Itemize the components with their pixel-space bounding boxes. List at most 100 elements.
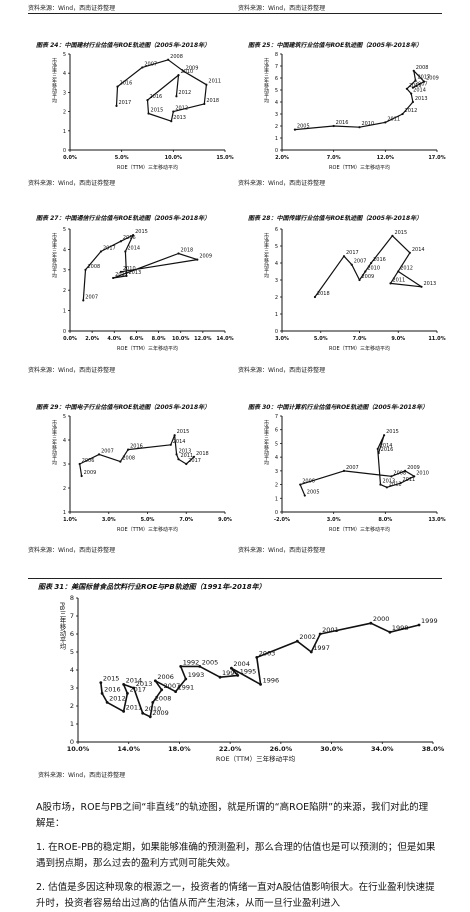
x-tick-label: 7.0%: [327, 155, 341, 161]
data-point: [420, 285, 423, 288]
data-point: [119, 240, 123, 243]
point-label: 2013: [382, 479, 395, 485]
x-tick-label: 8.0%: [378, 517, 392, 523]
data-point: [78, 462, 81, 466]
point-label: 2007: [85, 294, 98, 300]
point-label: 2008: [122, 456, 135, 462]
x-tick-label: 0.0%: [63, 155, 77, 161]
point-label: 2006: [157, 673, 174, 681]
data-point: [100, 692, 104, 695]
x-tick-label: 22.0%: [219, 745, 242, 753]
data-point: [236, 674, 240, 677]
data-point: [169, 443, 172, 446]
data-point: [122, 710, 126, 713]
point-label: 2015: [386, 429, 399, 435]
y-axis-label: 市净率三年移动平均: [51, 419, 57, 466]
point-label: 2011: [181, 453, 194, 459]
point-label: 2014: [413, 88, 426, 94]
point-label: 2018: [181, 247, 194, 253]
point-label: 2015: [103, 675, 120, 683]
data-point: [379, 483, 382, 486]
point-label: 2018: [196, 451, 209, 457]
chart-title: 图表 25：中国建筑行业估值与ROE轨迹图（2005年-2018年）: [248, 42, 423, 49]
y-tick-label: 4: [275, 455, 278, 461]
data-point: [167, 58, 170, 61]
data-point: [388, 630, 392, 634]
data-point: [192, 455, 196, 458]
data-point: [141, 66, 144, 69]
point-label: 2004: [233, 660, 250, 668]
point-label: 2012: [109, 694, 126, 702]
x-tick-label: 1.0%: [63, 517, 77, 523]
y-tick-label: 6: [70, 630, 74, 638]
data-point: [105, 701, 109, 704]
data-point: [160, 688, 164, 692]
point-label: 2008: [416, 65, 429, 71]
chart-title: 图表 28：中国传媒行业估值与ROE轨迹图（2005年-2018年）: [248, 215, 423, 222]
y-tick-label: 3: [63, 90, 66, 96]
point-label: 2013: [128, 270, 141, 276]
x-axis-label: ROE（TTM）三年移动平均: [329, 526, 390, 533]
data-point: [230, 666, 233, 670]
x-tick-label: 11.0%: [428, 336, 445, 342]
data-point: [177, 252, 180, 255]
data-point: [411, 86, 414, 89]
data-point: [147, 112, 150, 115]
data-point: [303, 494, 306, 497]
data-point: [84, 268, 87, 271]
x-tick-label: 8.0%: [152, 336, 166, 342]
x-axis-label: ROE（TTM）三年移动平均: [117, 526, 178, 533]
point-label: 2009: [186, 65, 199, 71]
y-axis-label: PB三年移动平均: [58, 602, 66, 651]
y-axis-label: 市净率三年移动平均: [263, 419, 269, 466]
data-point: [342, 255, 346, 258]
x-axis-label: ROE（TTM）三年移动平均: [329, 164, 390, 171]
data-point: [177, 458, 180, 461]
y-tick-label: 3: [63, 462, 66, 468]
point-label: 2013: [415, 96, 428, 102]
point-label: 2013: [173, 115, 186, 121]
y-tick-label: 4: [63, 438, 66, 444]
data-point: [122, 683, 126, 686]
point-label: 2007: [346, 465, 359, 471]
point-label: 2017: [129, 685, 146, 693]
data-point: [369, 621, 373, 625]
data-point: [405, 87, 408, 90]
point-label: 2015: [135, 229, 148, 235]
point-label: 1998: [392, 624, 409, 632]
data-point: [173, 434, 176, 437]
point-label: 2014: [173, 439, 186, 445]
x-tick-label: 10.0%: [67, 745, 90, 753]
point-label: 1993: [188, 671, 205, 679]
data-point: [255, 656, 259, 659]
x-tick-label: 0.0%: [63, 336, 77, 342]
data-point: [390, 475, 393, 478]
data-point: [413, 475, 416, 478]
x-tick-label: 2.0%: [85, 336, 99, 342]
x-tick-label: 10.0%: [172, 336, 189, 342]
point-label: 2008: [393, 470, 406, 476]
data-point: [115, 104, 118, 107]
point-label: 2006: [82, 458, 95, 464]
x-tick-label: 12.0%: [194, 336, 211, 342]
data-point: [148, 715, 152, 719]
data-point: [218, 675, 222, 679]
point-label: 2008: [88, 264, 101, 270]
y-tick-label: 0: [70, 738, 74, 746]
trajectory-line: [82, 234, 198, 301]
top-source-right: 资料来源：Wind，西南证券整理: [238, 5, 326, 12]
y-tick-label: 1: [275, 312, 278, 318]
chart-svg: 1 2 3 4 5 1.0% 3.0% 5.0% 7.0% 9.0% ROE（TTM）三年移动平均 市…: [51, 414, 232, 533]
data-point: [170, 120, 173, 123]
point-label: 2002: [299, 633, 316, 641]
y-tick-label: 3: [275, 278, 278, 284]
point-label: 2017: [103, 245, 116, 251]
data-point: [185, 462, 188, 466]
chart-svg: 0 1 2 3 4 5 0.0% 2.0% 4.0% 6.0% 8.0% 10.0% 12.0% 14.0…: [51, 227, 234, 352]
point-label: 1994: [222, 669, 239, 677]
x-tick-label: 38.0%: [422, 745, 445, 753]
trajectory-line: [100, 622, 420, 718]
point-label: 2009: [362, 274, 375, 280]
x-tick-label: 7.0%: [353, 336, 367, 342]
y-tick-label: 4: [275, 261, 278, 267]
